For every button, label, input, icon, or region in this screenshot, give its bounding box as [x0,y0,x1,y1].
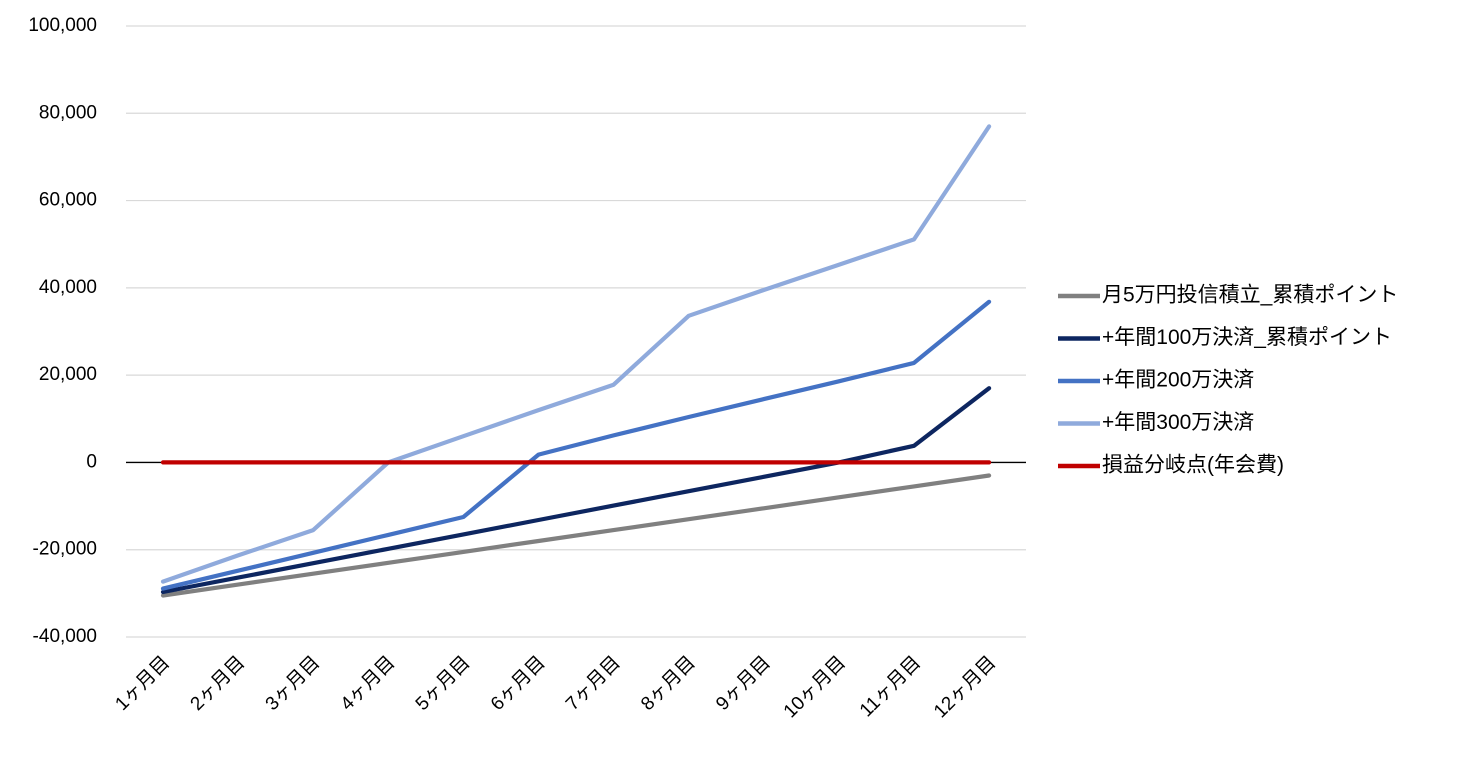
x-tick-label: 9ヶ月目 [712,652,775,715]
y-tick-label: 40,000 [39,277,97,298]
gridlines [126,25,1026,638]
x-tick-label: 4ヶ月目 [337,652,400,715]
x-tick-label: 6ヶ月目 [487,652,550,715]
legend-label: +年間200万決済 [1102,369,1254,392]
y-axis-ticks: 100,000 80,000 60,000 40,000 20,000 0 -20,000 -… [28,15,97,647]
series-line-4 [160,124,992,584]
series-line-2 [160,386,992,595]
y-tick-label: 20,000 [39,364,97,385]
x-tick-label: 5ヶ月目 [412,652,475,715]
y-tick-label: -40,000 [33,626,97,647]
series-line-3 [160,299,992,591]
x-tick-label: 1ヶ月目 [111,652,174,715]
y-tick-label: 60,000 [39,190,97,211]
x-tick-label: 2ヶ月目 [187,652,250,715]
x-tick-label: 3ヶ月目 [262,652,325,715]
legend-label: 損益分岐点(年会費) [1102,454,1284,477]
y-tick-label: -20,000 [33,539,97,560]
legend-label: +年間300万決済 [1102,411,1254,434]
x-tick-label: 10ヶ月目 [780,652,850,722]
legend-label: +年間100万決済_累積ポイント [1102,326,1392,349]
y-tick-label: 100,000 [28,15,97,36]
y-tick-label: 80,000 [39,102,97,123]
series-lines [160,124,992,598]
x-tick-label: 12ヶ月目 [930,652,1000,722]
series-line-1 [160,473,992,598]
y-tick-label: 0 [86,451,97,472]
x-tick-label: 8ヶ月目 [637,652,700,715]
x-axis-ticks: 1ヶ月目 2ヶ月目 3ヶ月目 4ヶ月目 5ヶ月目 6ヶ月目 7ヶ月目 8ヶ月目 9ヶ月目 10ヶ月… [111,652,1000,722]
x-tick-label: 11ヶ月目 [856,652,925,721]
legend: 月5万円投信積立_累積ポイント +年間100万決済_累積ポイント +年間200万決済… [1058,284,1398,477]
x-tick-label: 7ヶ月目 [562,652,625,715]
legend-label: 月5万円投信積立_累積ポイント [1102,284,1398,307]
